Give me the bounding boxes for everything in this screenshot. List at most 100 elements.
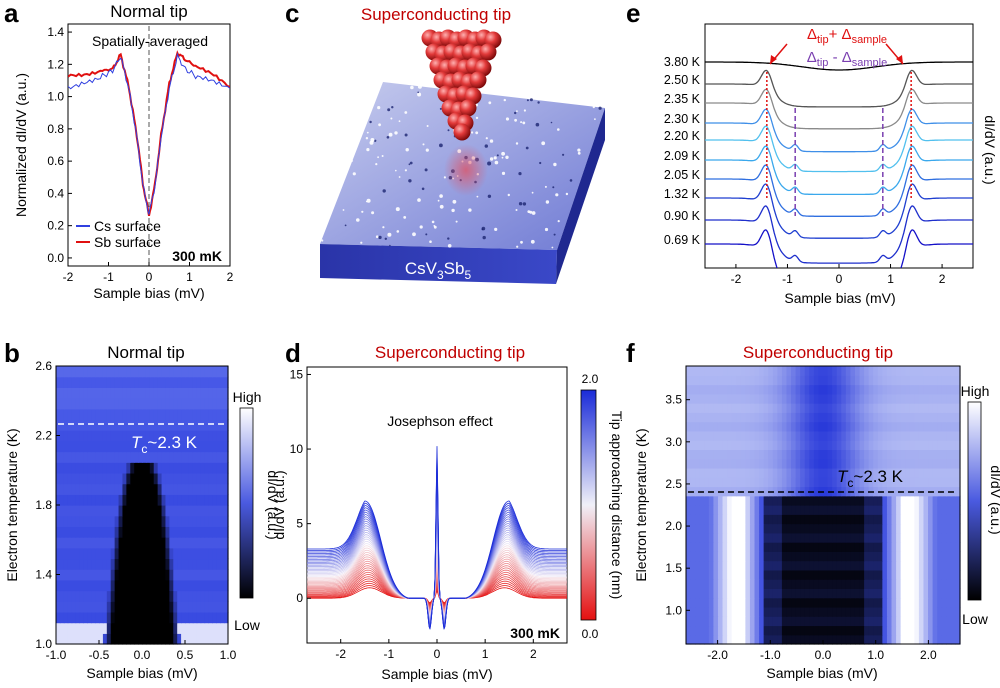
panel-f-heat-cell (905, 551, 911, 562)
panel-f-heat-cell (877, 588, 883, 599)
panel-b-heat-cell (99, 558, 104, 570)
panel-f-heat-cell (809, 551, 815, 562)
panel-b-heat-cell (200, 387, 206, 399)
panel-f-heat-cell (864, 616, 870, 627)
panel-b-heat-cell (106, 590, 112, 602)
panel-f-heat-cell (823, 412, 829, 423)
panel-f-heat-cell (754, 393, 760, 404)
panel-f-heat-cell (827, 523, 833, 534)
panel-f-heat-cell (955, 375, 961, 386)
panel-f-heat-cell (932, 569, 938, 580)
panel-b-heat-cell (114, 451, 120, 463)
panel-f-heat-cell (800, 597, 806, 608)
panel-f-heat-cell (941, 412, 947, 423)
panel-b-heat-cell (106, 376, 112, 388)
panel-b-heat-cell (212, 494, 217, 506)
panel-b-heat-cell (216, 472, 221, 485)
surface-defect (404, 133, 408, 137)
panel-b-heat-cell (134, 547, 139, 560)
panel-f-heat-cell (868, 467, 874, 478)
panel-b-heat-cell (138, 366, 143, 378)
panel-b-heat-cell (149, 590, 155, 602)
panel-f-heat-cell (768, 606, 774, 617)
panel-b-heat-cell (63, 547, 69, 560)
panel-f-heat-cell (868, 384, 874, 395)
panel-f-heat-cell (827, 430, 833, 441)
panel-f-heat-cell (937, 440, 943, 450)
panel-b-heat-cell (188, 537, 194, 549)
panel-f-heat-cell (859, 532, 865, 543)
panel-f-heat-cell (768, 560, 774, 571)
panel-b-heat-cell (177, 590, 182, 602)
panel-b-heat-cell (138, 398, 143, 410)
panel-f-heat-cell (905, 393, 911, 404)
panel-b-heat-cell (188, 430, 194, 442)
panel-f-heat-cell (731, 523, 737, 534)
panel-b-heat-cell (56, 558, 61, 570)
panel-b-heat-cell (157, 419, 163, 431)
panel-f-heat-cell (896, 579, 902, 589)
panel-f-heat-cell (690, 523, 696, 534)
panel-b-heat-cell (204, 398, 210, 410)
panel-f-heat-cell (795, 375, 801, 386)
panel-f-heat-cell (882, 366, 888, 376)
panel-b-heat-cell (142, 494, 147, 506)
panel-f-heat-cell (713, 606, 719, 617)
panel-b-heat-cell (161, 472, 167, 485)
panel-f-heat-cell (900, 467, 906, 478)
panel-f-heat-cell (914, 560, 920, 571)
panel-b-heat-cell (134, 387, 139, 399)
panel-f-heat-cell (690, 625, 696, 636)
panel-b-heat-cell (224, 601, 229, 613)
panel-b-heat-cell (71, 579, 77, 592)
panel-f-heat-cell (891, 542, 897, 552)
panel-b-heat-cell (95, 494, 100, 506)
panel-f-heat-cell (722, 588, 728, 599)
panel-f-heat-cell (941, 430, 947, 441)
panel-b-heat-cell (142, 451, 147, 463)
panel-b-heat-cell (110, 419, 116, 431)
panel-f-heat-cell (873, 421, 879, 432)
panel-f-heat-cell (827, 412, 833, 423)
panel-f-heat-cell (928, 616, 934, 627)
panel-b-heat-cell (110, 526, 116, 538)
panel-b-heat-cell (63, 622, 69, 634)
panel-f-heat-cell (900, 606, 906, 617)
panel-b-heat-cell (75, 387, 81, 399)
panel-b-heat-cell (153, 547, 159, 560)
panel-f-heat-cell (909, 597, 915, 608)
surface-defect (422, 143, 425, 146)
panel-b-heat-cell (102, 483, 108, 495)
panel-b-heat-cell (114, 633, 120, 645)
panel-b-heat-cell (122, 494, 127, 506)
surface-defect (382, 189, 386, 193)
panel-b-heat-cell (99, 569, 104, 581)
panel-b-heat-cell (95, 547, 100, 560)
panel-f-heat-cell (768, 532, 774, 543)
panel-f-heat-cell (740, 569, 746, 580)
panel-b-heat-cell (220, 569, 225, 581)
panel-f-heat-cell (932, 477, 938, 488)
panel-f-heat-cell (763, 634, 769, 645)
panel-b-heat-cell (110, 579, 116, 592)
panel-f-heat-cell (859, 560, 865, 571)
panel-b-heat-cell (169, 622, 174, 634)
panel-b-heat-cell (114, 472, 120, 485)
panel-f-heat-cell (768, 542, 774, 552)
panel-b-heat-cell (165, 408, 170, 421)
panel-f-heat-cell (937, 597, 943, 608)
panel-f-heat-cell (795, 551, 801, 562)
panel-f-heat-cell (928, 384, 934, 395)
panel-f-heat-cell (727, 616, 733, 627)
panel-f-heat-cell (905, 625, 911, 636)
panel-f-heat-cell (722, 467, 728, 478)
panel-f-heat-cell (800, 384, 806, 395)
panel-b-heat-cell (102, 569, 108, 581)
panel-b-heat-cell (79, 398, 84, 410)
panel-f-heat-cell (717, 412, 724, 423)
panel-f-heat-cell (827, 505, 833, 515)
panel-f-heat-cell (754, 477, 760, 488)
panel-b-heat-cell (138, 547, 143, 560)
panel-b-heat-cell (87, 387, 92, 399)
